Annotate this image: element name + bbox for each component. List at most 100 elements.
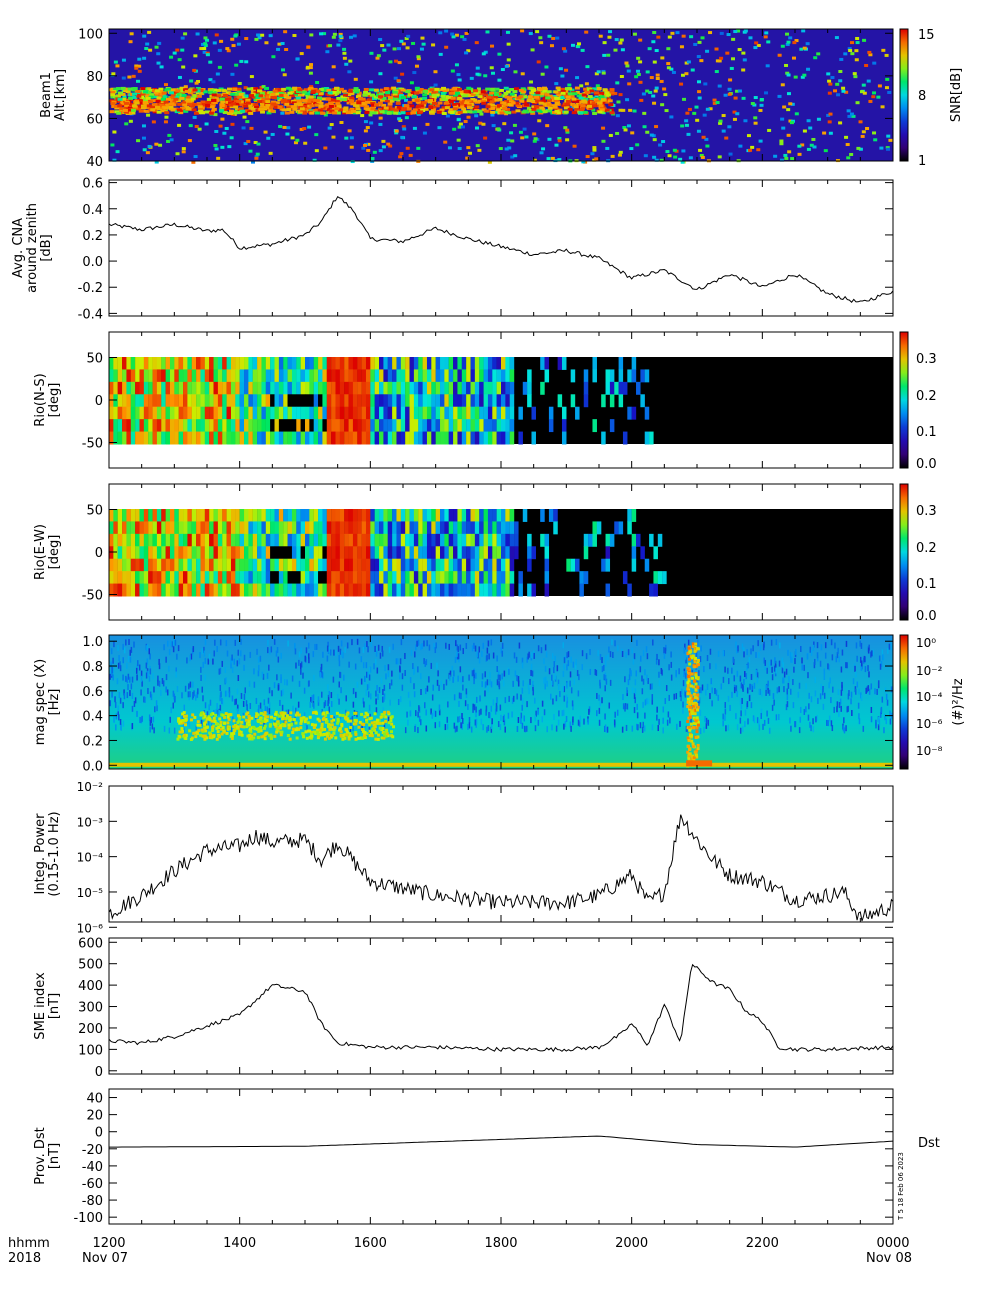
- rio-ns-colorbar-tick-1: 0.1: [916, 425, 937, 440]
- panel-dst-ylabel-2: [nT]: [47, 1143, 62, 1169]
- p8-ticks-ytick-label: -20: [82, 1143, 103, 1158]
- sme-series-line: [108, 963, 894, 1053]
- snr-colorbar: [899, 28, 909, 162]
- p7-ticks-ytick-label: 300: [78, 1001, 103, 1016]
- p8-ticks-ytick-label: -40: [82, 1160, 103, 1175]
- panel-rio-ns: -50 0 50 Rio(N-S) [deg] 0.0 0.1 0.2 0.3: [33, 331, 937, 472]
- rio-ew-colorbar: [899, 483, 909, 621]
- time-tick-label-0000: 0000: [876, 1236, 909, 1251]
- rio-ew-colorbar-tick-0: 0.0: [916, 609, 937, 624]
- panel-cna-line: -0.4 -0.2 0.0 0.2 0.4 0.6 Avg. CNA around zen…: [11, 177, 894, 322]
- p4-ticks-ytick-label: 0: [95, 546, 103, 561]
- panel-cna-ylabel-2: around zenith: [25, 203, 40, 293]
- p6-ticks-ytick-label: 10⁻⁶: [77, 921, 104, 935]
- p3-ticks-ytick-label: -50: [82, 437, 103, 452]
- time-tick-label-1400: 1400: [223, 1236, 256, 1251]
- panel-mag-background: [109, 635, 893, 769]
- dst-legend-label: Dst: [918, 1136, 940, 1151]
- mag-colorbar-tick-2: 10⁻⁴: [916, 690, 943, 704]
- panel-sme-index: 0 100 200 300 400 500 600 SME index [nT]: [33, 936, 894, 1080]
- time-tick-label-2000: 2000: [615, 1236, 648, 1251]
- snr-colorbar-tick-max: 15: [918, 28, 935, 43]
- dst-series-line: [109, 1135, 894, 1148]
- p3-ticks-ytick-label: 50: [86, 352, 103, 367]
- snr-colorbar-label: SNR[dB]: [949, 68, 964, 122]
- p7-ticks-ytick-label: 0: [95, 1065, 103, 1080]
- p2-ticks-ytick-label: 0.4: [82, 203, 103, 218]
- p4-ticks-ytick-label: 50: [86, 504, 103, 519]
- panel-sme-ylabel-2: [nT]: [47, 993, 62, 1019]
- panel-rio-ns-ylabel-1: Rio(N-S): [33, 373, 48, 426]
- mag-colorbar-tick-3: 10⁻⁶: [916, 717, 943, 731]
- snr-colorbar-tick-mid: 8: [918, 89, 926, 104]
- panel-cna-ylabel-1: Avg. CNA: [11, 218, 26, 278]
- mag-colorbar-tick-1: 10⁻²: [916, 664, 943, 678]
- mag-colorbar-tick-4: 10⁻⁸: [916, 744, 943, 758]
- time-axis: 1200 1400 1600 1800 2000 2200 0000 hhmm 2018 N…: [8, 1236, 912, 1266]
- p2-ticks-ytick-label: 0.0: [82, 255, 103, 270]
- cna-series-line: [108, 195, 894, 303]
- panel-snr-ylabel-1: Beam1: [39, 72, 54, 118]
- time-tick-label-1600: 1600: [354, 1236, 387, 1251]
- p8-ticks-ytick-label: -100: [73, 1211, 103, 1226]
- panel-mag-ylabel-2: [Hz]: [47, 689, 62, 716]
- rio-ns-colorbar-tick-3: 0.3: [916, 352, 937, 367]
- p4-ticks-ytick-label: -50: [82, 589, 103, 604]
- p8-ticks-ytick-label: 0: [95, 1126, 103, 1141]
- p1-ticks-ytick-label: 100: [78, 27, 103, 42]
- mag-colorbar-tick-0: 10⁰: [916, 636, 936, 650]
- p7-ticks-ytick-label: 500: [78, 958, 103, 973]
- panel-cna-ylabel-3: [dB]: [39, 234, 54, 261]
- rio-ew-colorbar-tick-1: 0.1: [916, 577, 937, 592]
- p7-ticks-ytick-label: 200: [78, 1022, 103, 1037]
- p7-ticks-ytick-label: 100: [78, 1043, 103, 1058]
- p7-ticks-ytick-label: 400: [78, 979, 103, 994]
- p8-ticks-ytick-label: -80: [82, 1194, 103, 1209]
- p1-ticks-ytick-label: 60: [86, 112, 103, 127]
- rio-ns-colorbar: [899, 331, 909, 469]
- mag-colorbar: [899, 634, 909, 770]
- time-tick-label-1800: 1800: [484, 1236, 517, 1251]
- p6-ticks-ytick-label: 10⁻²: [77, 780, 104, 794]
- p1-ticks-ytick-label: 80: [86, 70, 103, 85]
- p5-ticks-ytick-label: 1.0: [82, 635, 103, 650]
- p5-ticks-ytick-label: 0.2: [82, 734, 103, 749]
- p2-ticks-ytick-label: 0.6: [82, 177, 103, 192]
- p5-ticks-ytick-label: 0.4: [82, 710, 103, 725]
- panel-rio-ew-ylabel-1: Rio(E-W): [33, 524, 48, 580]
- panel-mag-spectrogram: 0.0 0.2 0.4 0.6 0.8 1.0 mag spec (X) [Hz] 10⁰…: [33, 634, 966, 774]
- panel-rio-ew-ylabel-2: [deg]: [47, 535, 62, 570]
- rio-ew-colorbar-tick-2: 0.2: [916, 541, 937, 556]
- panel-mag-ylabel-1: mag spec (X): [33, 659, 48, 745]
- panel-snr-heatmap: 40 60 80 100 Beam1 Alt.[km] 15 8 1 SNR[dB]: [39, 27, 964, 170]
- power-series-line: [108, 814, 894, 922]
- panel-power-ylabel-2: (0.15-1.0 Hz): [47, 811, 62, 896]
- stamp-text: T 5 18 Feb 06 2023: [897, 1152, 905, 1221]
- time-axis-label-hhmm: hhmm: [8, 1236, 50, 1251]
- time-tick-label-2200: 2200: [746, 1236, 779, 1251]
- time-axis-end-date: Nov 08: [866, 1251, 912, 1266]
- panel-sme-frame: [108, 937, 894, 1075]
- p6-ticks-ytick-label: 10⁻³: [77, 815, 104, 829]
- panel-dst-frame: [108, 1088, 894, 1225]
- panel-rio-ew: -50 0 50 Rio(E-W) [deg] 0.0 0.1 0.2 0.3: [33, 483, 937, 624]
- p2-ticks-ytick-label: 0.2: [82, 229, 103, 244]
- p5-ticks-ytick-label: 0.0: [82, 759, 103, 774]
- p5-ticks-ytick-label: 0.6: [82, 685, 103, 700]
- time-axis-label-year: 2018: [8, 1251, 41, 1266]
- panel-sme-ylabel-1: SME index: [33, 972, 48, 1040]
- p8-ticks-ytick-label: 40: [86, 1092, 103, 1107]
- panel-snr-ylabel-2: Alt.[km]: [53, 69, 68, 121]
- panel-integrated-power: 10⁻⁶ 10⁻⁵ 10⁻⁴ 10⁻³ 10⁻² Integ. Power (0.15-…: [33, 780, 894, 935]
- p8-ticks-ytick-label: 20: [86, 1109, 103, 1124]
- p7-ticks-ytick-label: 600: [78, 936, 103, 951]
- time-axis-start-date: Nov 07: [82, 1251, 128, 1266]
- p6-ticks-ytick-label: 10⁻⁵: [77, 886, 104, 900]
- p2-ticks-ytick-label: -0.2: [78, 281, 103, 296]
- snr-colorbar-tick-min: 1: [918, 154, 926, 169]
- panel-dst-ylabel-1: Prov. Dst: [33, 1127, 48, 1184]
- p3-ticks-ytick-label: 0: [95, 394, 103, 409]
- p2-ticks-ytick-label: -0.4: [78, 307, 103, 322]
- p5-ticks-ytick-label: 0.8: [82, 660, 103, 675]
